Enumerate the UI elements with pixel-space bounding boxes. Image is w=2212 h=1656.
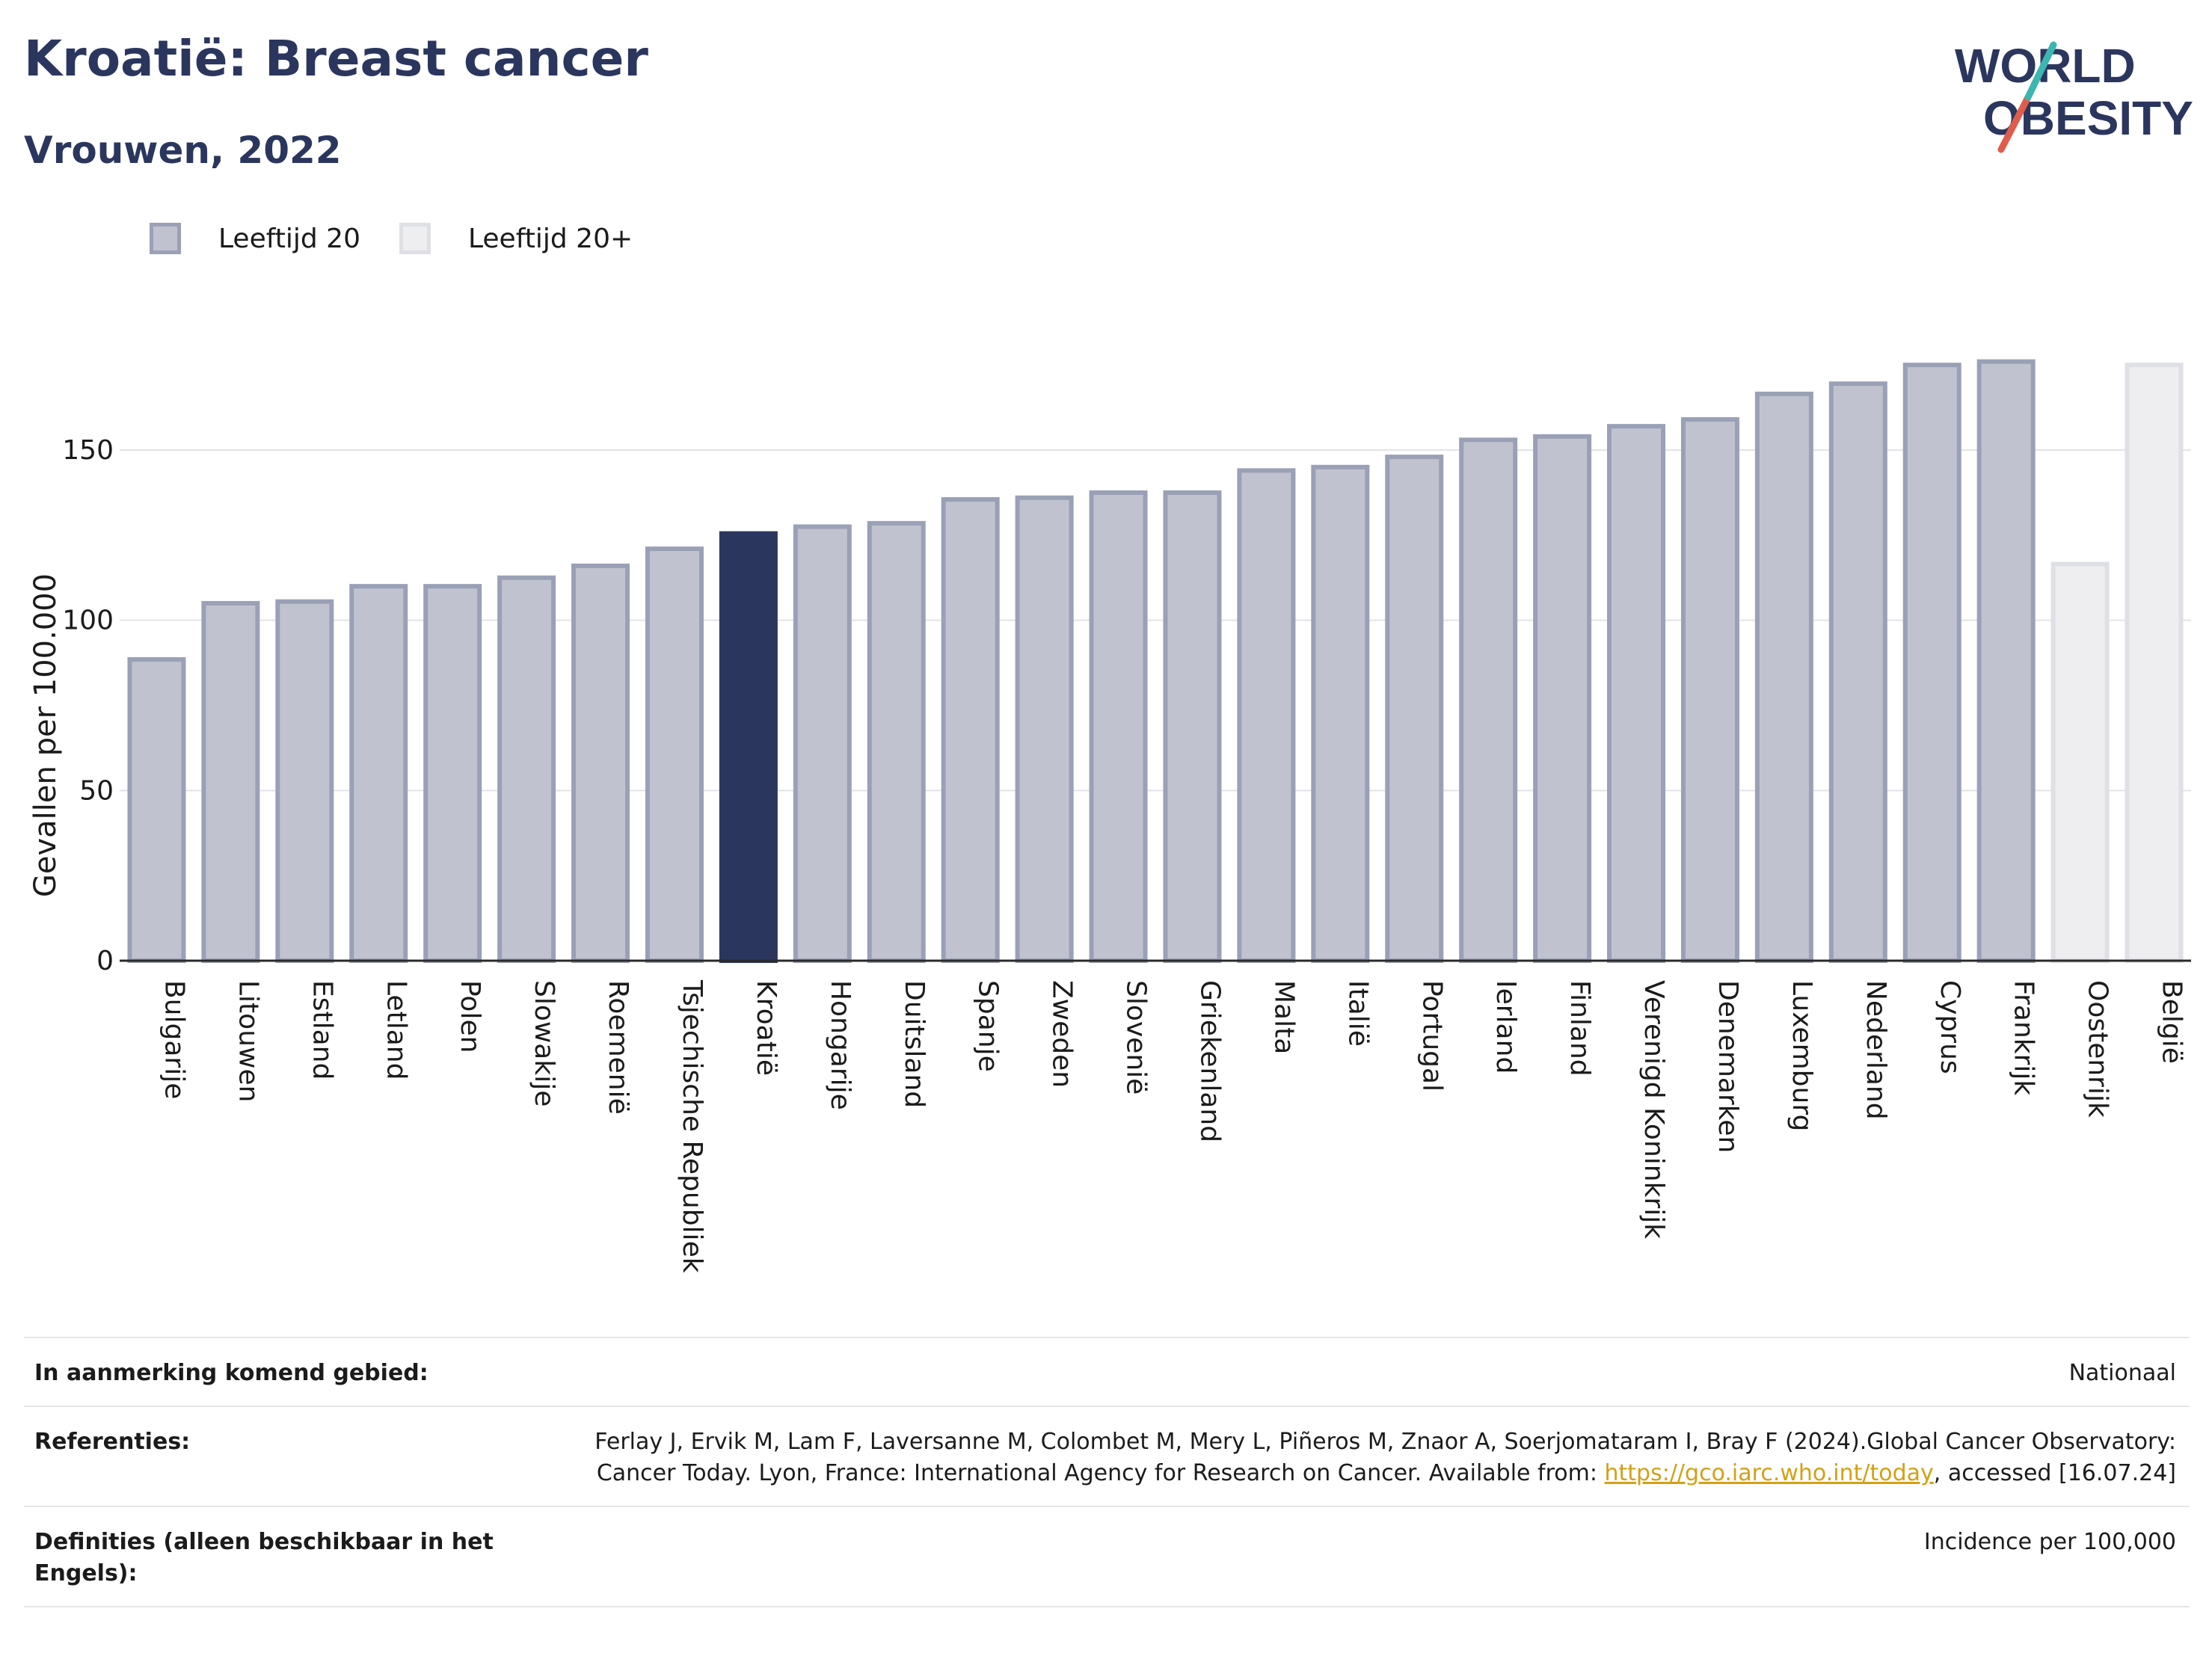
bar	[349, 584, 408, 963]
meta-row-references: Referenties: Ferlay J, Ervik M, Lam F, L…	[24, 1406, 2190, 1506]
meta-ref-value: Ferlay J, Ervik M, Lam F, Laversanne M, …	[531, 1426, 2176, 1489]
meta-area-value: Nationaal	[2068, 1360, 2176, 1386]
legend-item-20plus[interactable]: Leeftijd 20+	[399, 223, 633, 254]
bar	[1385, 455, 1444, 963]
bar	[571, 563, 630, 963]
x-tick-label: Roemenië	[603, 980, 633, 1115]
x-tick-label: Italië	[1342, 980, 1373, 1047]
x-tick-label: Letland	[381, 980, 411, 1080]
bar	[1015, 495, 1074, 964]
legend-swatch-20plus	[399, 223, 431, 254]
x-tick-label: Frankrijk	[2009, 980, 2039, 1095]
bar	[1237, 468, 1296, 963]
metadata-table: In aanmerking komend gebied: Nationaal R…	[24, 1337, 2190, 1607]
x-tick-label: Luxemburg	[1787, 980, 1817, 1131]
x-tick-label: Estland	[307, 980, 337, 1080]
bar	[2125, 363, 2184, 963]
x-tick-label: Finland	[1564, 980, 1595, 1077]
meta-ref-text: Ferlay J, Ervik M, Lam F, Laversanne M, …	[595, 1429, 2176, 1486]
reference-link[interactable]: https://gco.iarc.who.int/today	[1604, 1460, 1934, 1486]
x-tick-label: Ierland	[1490, 980, 1521, 1074]
x-tick-label: Portugal	[1416, 980, 1447, 1092]
meta-area-label: In aanmerking komend gebied:	[34, 1360, 428, 1386]
bar	[1533, 434, 1592, 963]
y-tick-label: 100	[62, 606, 114, 636]
page-subtitle: Vrouwen, 2022	[24, 129, 342, 172]
y-tick-label: 0	[96, 946, 114, 976]
meta-row-definitions: Definities (alleen beschikbaar in het En…	[24, 1506, 2190, 1607]
bar	[275, 599, 334, 963]
y-tick-label: 50	[79, 775, 114, 806]
bar	[941, 497, 1000, 964]
x-tick-label: Kroatië	[751, 980, 781, 1076]
bar	[201, 600, 260, 963]
bar	[645, 547, 704, 963]
bar	[1976, 359, 2036, 963]
chart-legend: Leeftijd 20 Leeftijd 20+	[150, 223, 672, 254]
x-tick-label: België	[2157, 980, 2187, 1064]
x-tick-label: Griekenland	[1194, 980, 1225, 1142]
legend-label-20plus: Leeftijd 20+	[467, 223, 633, 254]
x-tick-label: Spanje	[973, 980, 1004, 1072]
bar	[497, 575, 556, 963]
x-tick-label: Malta	[1268, 980, 1299, 1054]
bar	[1163, 490, 1222, 963]
world-obesity-logo: WORLD OBESITY	[1944, 30, 2199, 157]
x-tick-label: Oostenrijk	[2083, 980, 2113, 1118]
bar	[1902, 363, 1961, 963]
page-title: Kroatië: Breast cancer	[24, 30, 648, 87]
bar	[1828, 381, 1887, 963]
bar	[1754, 391, 1813, 963]
meta-ref-label: Referenties:	[34, 1429, 191, 1455]
bar	[2050, 561, 2110, 963]
legend-item-20[interactable]: Leeftijd 20	[150, 223, 360, 254]
meta-def-label: Definities (alleen beschikbaar in het En…	[34, 1529, 494, 1586]
x-tick-label: Slowakije	[529, 980, 559, 1106]
bar	[1089, 490, 1148, 963]
meta-row-area: In aanmerking komend gebied: Nationaal	[24, 1337, 2190, 1406]
legend-swatch-20	[150, 223, 181, 254]
legend-label-20: Leeftijd 20	[218, 223, 360, 254]
x-tick-label: Denemarken	[1712, 980, 1743, 1153]
bar	[719, 531, 778, 964]
x-tick-label: Tsjechische Republiek	[677, 979, 707, 1273]
x-tick-label: Hongarije	[825, 980, 855, 1110]
y-tick-label: 150	[62, 435, 114, 466]
x-tick-label: Litouwen	[233, 980, 263, 1102]
x-tick-label: Duitsland	[899, 980, 930, 1108]
x-tick-label: Bulgarije	[159, 980, 189, 1099]
y-axis-label: Gevallen per 100.000	[28, 573, 63, 897]
meta-def-value: Incidence per 100,000	[1923, 1529, 2176, 1555]
x-tick-label: Zweden	[1047, 980, 1078, 1088]
bar	[793, 524, 852, 963]
meta-ref-suffix: , accessed [16.07.24]	[1933, 1460, 2176, 1486]
x-tick-label: Cyprus	[1935, 980, 1965, 1074]
x-tick-label: Nederland	[1861, 980, 1891, 1120]
bar	[1459, 437, 1518, 963]
x-tick-label: Slovenië	[1121, 980, 1152, 1095]
bar	[1680, 417, 1739, 963]
bar	[1607, 424, 1666, 964]
bar	[1311, 464, 1370, 963]
bar-chart: 0 50 100 150 Gevallen per 100.000 Bulgarije Li…	[28, 359, 2191, 1273]
bar	[867, 520, 926, 963]
bar	[423, 584, 482, 963]
x-tick-label: Polen	[455, 980, 485, 1053]
bar	[127, 657, 186, 963]
x-tick-label: Verenigd Koninkrijk	[1638, 980, 1669, 1239]
